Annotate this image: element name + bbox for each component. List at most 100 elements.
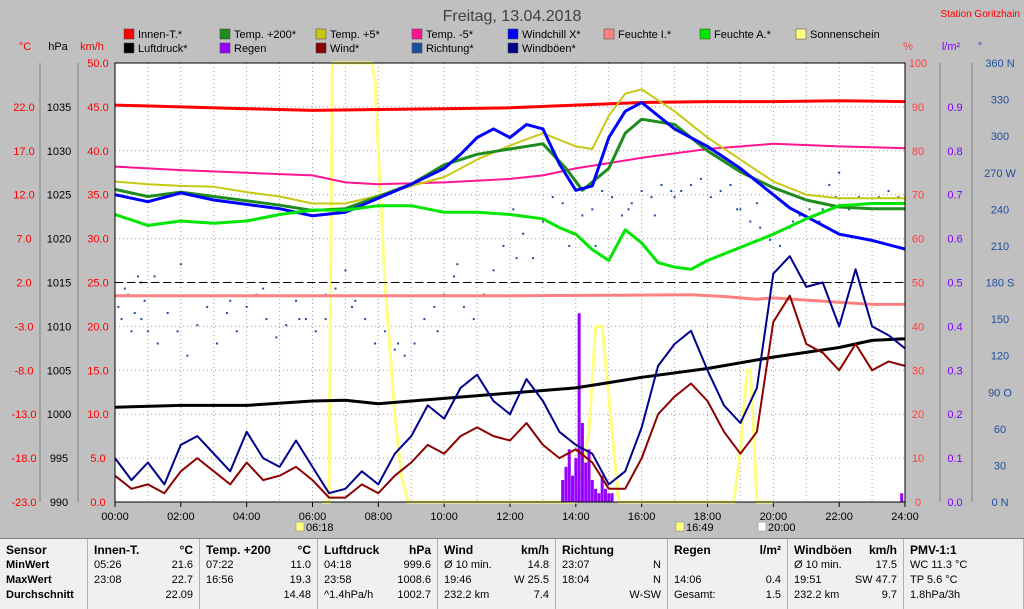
direction-point bbox=[117, 305, 120, 308]
rain-tick-label: 0.4 bbox=[947, 321, 962, 333]
column-header: Windböen km/h bbox=[794, 542, 897, 558]
legend-swatch bbox=[315, 42, 327, 54]
pressure-tick-label: 995 bbox=[50, 453, 68, 465]
rain-bar bbox=[561, 480, 565, 502]
direction-point bbox=[423, 318, 426, 321]
direction-point bbox=[502, 244, 505, 247]
temp-axis-unit: °C bbox=[19, 41, 31, 53]
rain-bar bbox=[564, 466, 568, 502]
wind-axis-unit: km/h bbox=[80, 41, 104, 53]
column-name: PMV-1:1 bbox=[910, 543, 957, 557]
legend-swatch bbox=[507, 28, 519, 40]
direction-point bbox=[729, 183, 732, 186]
stats-row: Ø 10 min. 17.5 bbox=[794, 558, 897, 573]
stats-value: 21.6 bbox=[171, 559, 193, 571]
pressure-tick-label: 1005 bbox=[47, 365, 71, 377]
direction-point bbox=[601, 190, 604, 193]
direction-point bbox=[690, 183, 693, 186]
direction-point bbox=[304, 318, 307, 321]
stats-key: 05:26 bbox=[94, 559, 122, 571]
direction-tick-label: 210 bbox=[991, 241, 1009, 253]
rain-axis-unit: l/m² bbox=[942, 41, 961, 53]
column-name: Innen-T. bbox=[94, 543, 140, 557]
humidity-tick-label: 50 bbox=[912, 278, 924, 290]
station-name: Station Goritzhain bbox=[941, 9, 1021, 20]
stats-key: 07:22 bbox=[206, 559, 234, 571]
row-label: MinWert bbox=[6, 559, 50, 571]
direction-point bbox=[670, 190, 673, 193]
rain-bar bbox=[580, 422, 584, 502]
stats-row: W-SW bbox=[562, 588, 661, 603]
legend-label: Windchill X* bbox=[522, 29, 581, 41]
stats-key: 232.2 km bbox=[794, 589, 840, 601]
rain-tick-label: 0.6 bbox=[947, 234, 962, 246]
direction-point bbox=[877, 196, 880, 199]
chart-axes: 22.0 17.0 12.0 7.0 2.0 -3.0 -8.0 -13.0 -18.0 -23.… bbox=[11, 58, 1016, 534]
direction-point bbox=[739, 208, 742, 211]
column-name: Temp. +200 bbox=[206, 543, 271, 557]
stats-row: 23:08 22.7 bbox=[94, 573, 193, 588]
column-header: Wind km/h bbox=[444, 542, 549, 558]
plot-area bbox=[114, 61, 906, 504]
direction-point bbox=[755, 202, 758, 205]
stats-row: ^1.4hPa/h 1002.7 bbox=[324, 588, 431, 603]
direction-point bbox=[143, 299, 146, 302]
stats-key: 14:06 bbox=[674, 574, 702, 586]
stats-row: WC 11.3 °C bbox=[910, 558, 1017, 573]
direction-tick-label: 300 bbox=[991, 131, 1009, 143]
pressure-tick-label: 1025 bbox=[47, 190, 71, 202]
row-label: MaxWert bbox=[6, 574, 52, 586]
direction-point bbox=[120, 318, 123, 321]
stats-key: 1.8hPa/3h bbox=[910, 589, 961, 601]
series-feuchte-a bbox=[114, 202, 905, 271]
direction-point bbox=[736, 208, 739, 211]
legend-label: Windböen* bbox=[522, 43, 577, 55]
direction-point bbox=[699, 177, 702, 180]
stats-column: Wind km/h Ø 10 min. 14.8 19:46 W 25.5 232.2 km… bbox=[438, 539, 556, 609]
pressure-tick-label: 1030 bbox=[47, 146, 71, 158]
wind-tick-label: 5.0 bbox=[90, 453, 105, 465]
stats-row: 04:18 999.6 bbox=[324, 558, 431, 573]
stats-column: Innen-T. °C 05:26 21.6 23:08 22.7 22.09 bbox=[88, 539, 200, 609]
humidity-tick-label: 90 bbox=[912, 102, 924, 114]
stats-value: 7.4 bbox=[533, 589, 549, 601]
wind-tick-label: 40.0 bbox=[87, 146, 108, 158]
wind-tick-label: 20.0 bbox=[87, 321, 108, 333]
x-tick-label: 10:00 bbox=[430, 511, 458, 523]
direction-point bbox=[130, 330, 133, 333]
temp-tick-label: 7.0 bbox=[16, 234, 31, 246]
stats-column: Temp. +200 °C 07:22 11.0 16:56 19.3 14.48 bbox=[200, 539, 318, 609]
pressure-tick-label: 990 bbox=[50, 497, 68, 509]
row-label: Durchschnitt bbox=[6, 589, 74, 601]
stats-value: SW 47.7 bbox=[854, 574, 897, 586]
direction-tick-label: 30 bbox=[994, 460, 1006, 472]
direction-point bbox=[680, 190, 683, 193]
direction-point bbox=[324, 318, 327, 321]
pressure-tick-label: 1000 bbox=[47, 409, 71, 421]
direction-point bbox=[857, 196, 860, 199]
direction-point bbox=[848, 208, 851, 211]
direction-point bbox=[541, 220, 544, 223]
rain-tick-label: 0.0 bbox=[947, 497, 962, 509]
direction-point bbox=[275, 336, 278, 339]
direction-point bbox=[453, 275, 456, 278]
stats-row bbox=[674, 558, 781, 573]
stats-row: 18:04 N bbox=[562, 573, 661, 588]
stats-row: Gesamt: 1.5 bbox=[674, 588, 781, 603]
column-name: Windböen bbox=[794, 543, 852, 557]
x-tick-label: 04:00 bbox=[233, 511, 261, 523]
series-windb-en bbox=[114, 255, 906, 495]
wind-tick-label: 45.0 bbox=[87, 102, 108, 114]
sun-marker-icon bbox=[757, 521, 767, 532]
column-header: Innen-T. °C bbox=[94, 542, 193, 558]
legend-swatch bbox=[411, 42, 423, 54]
stats-row: 14.48 bbox=[206, 588, 311, 603]
direction-point bbox=[532, 257, 535, 260]
column-header: Richtung bbox=[562, 542, 661, 558]
legend-swatch bbox=[411, 28, 423, 40]
legend-swatch bbox=[219, 28, 231, 40]
rain-tick-label: 0.8 bbox=[947, 146, 962, 158]
direction-point bbox=[351, 305, 353, 308]
direction-point bbox=[383, 330, 386, 333]
series-temp-200 bbox=[114, 117, 905, 212]
